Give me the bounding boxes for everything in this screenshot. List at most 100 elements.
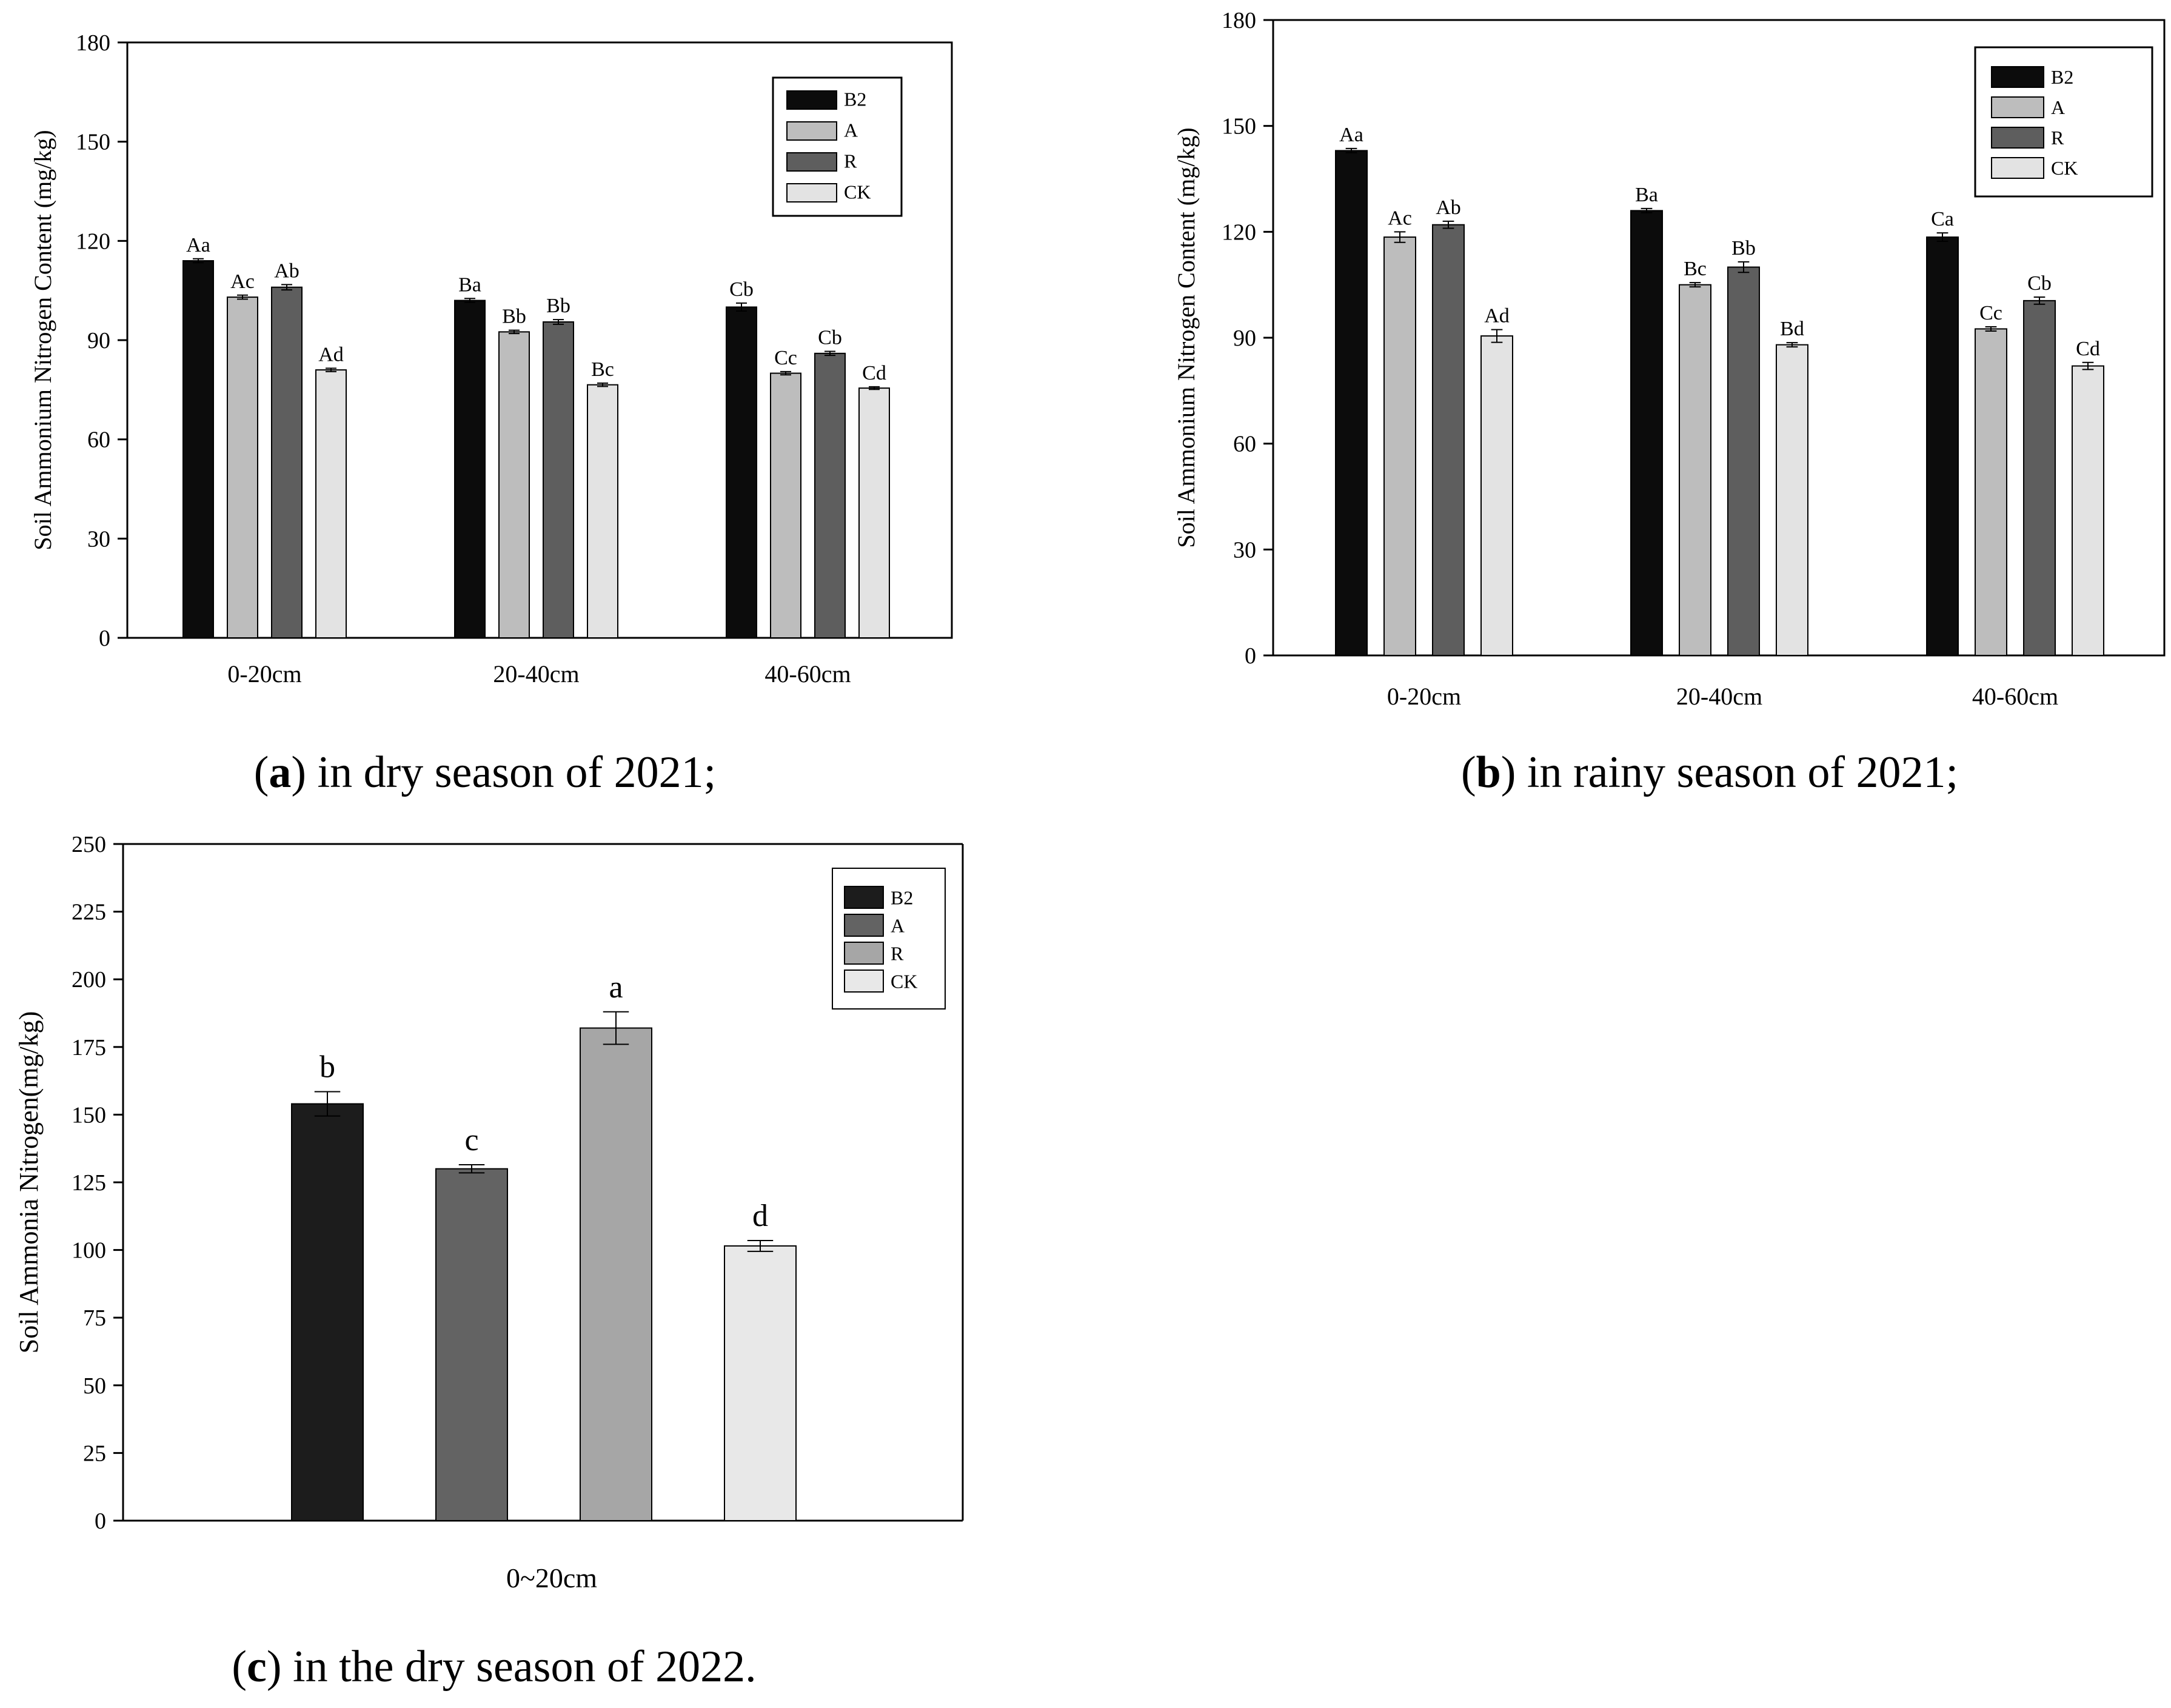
panel-a-significance-label: Bc [591,358,614,381]
panel-a-legend: B2 AR CK [772,76,903,217]
panel-b-significance-label: Ba [1635,184,1658,206]
panel-b-y-tick-label: 30 [1233,537,1256,563]
panel-a: 0 30 60 90 120 150 180 Aa Ba Cb Ac Bb Cc Ab Bb Cb Ad Bc C… [29,30,953,797]
panel-b-legend-label-b2: B2 [2051,66,2073,88]
panel-a-significance-label: Ab [274,260,299,282]
panel-c-legend-label-a: A [891,915,905,937]
panel-b-legend-entries: B2 AR CK [1991,66,2078,179]
panel-c-y-tick-label: 25 [83,1441,106,1466]
panel-a-legend-swatch-a [786,121,837,141]
panel-c-significance-label: d [752,1199,768,1233]
panel-c-legend-label-ck: CK [891,971,917,993]
panel-b-bar-a-2 [1975,328,2007,656]
panel-a-x-tick-labels: 0-20cm 20-40cm 40-60cm [227,660,851,688]
panel-b-significance-label: Ca [1931,208,1954,230]
panel-a-bar-a-1 [498,331,530,638]
panel-a-bar-a-0 [227,296,258,639]
panel-b-legend-swatch-a [1991,96,2044,118]
panel-a-x-category-label: 0-20cm [227,660,301,688]
panel-b-y-tick-label: 120 [1222,219,1256,245]
panel-b-significance-label: Cc [1979,302,2002,324]
panel-a-legend-swatch-ck [786,183,837,203]
panel-a-caption-letter: a [269,748,291,797]
panel-b-bar-ck-0 [1480,335,1513,656]
panel-c-significance-label: b [319,1050,335,1084]
panel-b-caption-letter: b [1476,748,1501,797]
panel-a-significance-label: Cc [774,347,797,369]
panel-a-y-tick-label: 150 [76,130,110,155]
panel-b-bar-a-0 [1383,236,1416,657]
panel-c-legend-label-r: R [891,943,904,965]
panel-b-bar-ck-2 [2072,365,2104,656]
panel-a-bar-a-2 [770,372,801,638]
panel-a-bar-b2-0 [182,260,214,639]
panel-a-legend-swatch-r [786,152,837,172]
panel-b-legend-swatch-ck [1991,157,2044,179]
panel-a-significance-label: Ba [458,273,481,296]
panel-b-bar-r-2 [2023,300,2056,657]
panel-a-bar-ck-2 [858,387,890,638]
panel-c-legend-entries: B2 AR CK [844,886,917,993]
panel-b-caption-text: ) in rainy season of 2021; [1501,748,1958,797]
panel-a-y-tick-label: 120 [76,229,110,254]
panel-b-legend-label-r: R [2051,127,2064,149]
panel-c-significance-label: a [609,970,623,1005]
panel-a-significance-label: Aa [186,234,210,256]
panel-b-significance-label: Cd [2076,338,2100,360]
panel-c-y-tick-label: 75 [83,1305,106,1331]
panel-b-y-tick-label: 0 [1245,643,1256,669]
panel-b-bar-b2-2 [1926,236,1959,657]
panel-b-y-tick-label: 180 [1222,8,1256,33]
panel-b-y-axis-label: Soil Ammonium Nitrogen Content (mg/kg) [1172,127,1200,548]
panel-b-y-tick-label: 90 [1233,326,1256,351]
panel-b: 0 30 60 90 120 150 180 Aa Ba Ca Ac Bc Cc Ab Bb Cb Ad Bd C… [1172,8,2166,797]
panel-a-bar-r-2 [814,352,846,638]
panel-a-bar-r-0 [271,286,303,638]
panel-a-bar-r-1 [543,321,574,638]
panel-a-x-category-label: 20-40cm [493,660,579,688]
panel-c-bar-ck-0 [724,1245,797,1522]
panel-b-y-axis: 0 30 60 90 120 150 180 [1222,8,2164,669]
panel-a-bar-b2-1 [454,300,486,638]
panel-b-bar-a-1 [1679,284,1711,656]
panel-c-legend-swatch-b2 [844,886,884,909]
panel-c-legend-label-b2: B2 [891,887,913,909]
panel-a-bar-ck-1 [587,384,618,639]
panel-c-legend-swatch-r [844,942,884,965]
panel-a-legend-entries: B2 AR CK [786,89,871,203]
panel-c-y-tick-label: 250 [72,832,106,857]
panel-b-bars: Aa Ba Ca Ac Bc Cc Ab Bb Cb Ad Bd Cd [1335,124,2104,657]
panel-c-legend: B2 AR CK [832,868,946,1010]
panel-b-legend: B2 AR CK [1974,46,2153,198]
panel-c-y-axis-label: Soil Ammonia Nitrogen(mg/kg) [14,1011,44,1354]
panel-b-significance-label: Ad [1484,305,1510,327]
panel-b-x-category-label: 0-20cm [1387,683,1461,710]
panel-c-y-tick-label: 175 [72,1035,106,1060]
panel-a-significance-label: Bb [546,295,570,317]
panel-a-x-category-label: 40-60cm [764,660,851,688]
panel-a-y-tick-label: 180 [76,30,110,56]
panel-a-y-tick-label: 90 [87,328,110,353]
panel-a-y-tick-label: 30 [87,526,110,552]
panel-c-caption-letter: c [247,1642,267,1692]
panel-c-y-tick-label: 125 [72,1170,106,1196]
panel-b-significance-label: Bc [1684,258,1707,280]
panel-a-y-axis-label: Soil Ammonium Nitrogen Content (mg/kg) [29,130,56,550]
panel-b-significance-label: Bb [1731,237,1756,260]
panel-c-significance-label: c [464,1123,478,1157]
panel-c-caption: (c) in the dry season of 2022. [232,1642,756,1692]
panel-b-caption: (b) in rainy season of 2021; [1461,748,1958,797]
panel-c-bar-b2-0 [291,1103,364,1521]
panel-a-caption-open: ( [254,748,269,797]
panel-a-significance-label: Bb [502,306,526,328]
panel-c-y-axis: 0 25 50 75 100 125 150 175 200 225 250 [72,832,963,1534]
panel-a-significance-label: Ad [318,343,344,366]
panel-b-bar-ck-1 [1776,344,1808,656]
panel-b-x-tick-labels: 0-20cm 20-40cm 40-60cm [1387,683,2058,710]
panel-a-y-tick-label: 0 [99,626,110,651]
panel-a-significance-label: Ac [230,270,255,293]
panel-a-legend-label-a: A [844,119,858,141]
panel-b-significance-label: Cb [2027,272,2052,295]
panel-c-y-tick-label: 100 [72,1238,106,1264]
panel-a-bar-b2-2 [726,306,757,638]
